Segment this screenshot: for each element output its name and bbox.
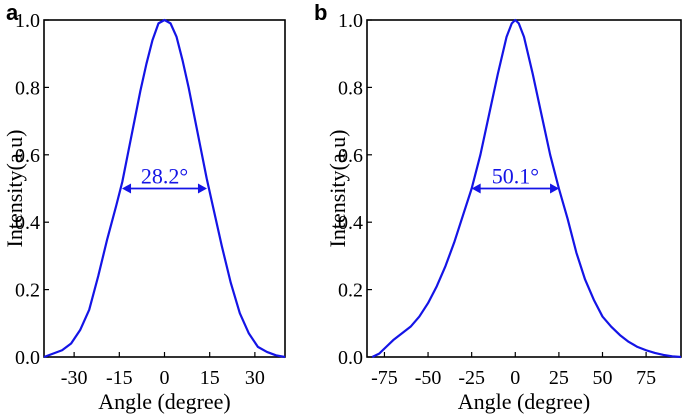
series-line bbox=[43, 18, 286, 359]
x-axis-title: Angle (degree) bbox=[98, 389, 231, 414]
plot-frame bbox=[366, 19, 682, 358]
x-tick-label: 75 bbox=[636, 367, 656, 389]
x-tick-label: 30 bbox=[245, 367, 265, 389]
x-tick-label: -15 bbox=[106, 367, 133, 389]
fwhm-arrow-right bbox=[197, 183, 207, 194]
fwhm-label: 28.2° bbox=[141, 164, 188, 189]
y-tick-label: 1.0 bbox=[338, 10, 363, 32]
fwhm-label: 50.1° bbox=[492, 164, 539, 189]
y-tick-label: 0.0 bbox=[338, 347, 363, 369]
series-line bbox=[371, 18, 682, 359]
y-axis-title: Intensity(a.u) bbox=[2, 130, 27, 248]
y-tick-label: 0.0 bbox=[15, 347, 40, 369]
chart-panel-a: a 0.0 0.2 0.4 0.6 0.8 1.0 -30 -15 0 15 30 Angle (deg… bbox=[2, 0, 286, 414]
panel-label: a bbox=[6, 0, 19, 25]
fwhm-arrow-left bbox=[122, 183, 132, 194]
x-tick-label: -30 bbox=[61, 367, 88, 389]
y-tick-label: 0.8 bbox=[15, 77, 40, 99]
fwhm-arrow-right bbox=[550, 183, 560, 194]
x-tick-label: 0 bbox=[160, 367, 170, 389]
y-tick-label: 0.2 bbox=[338, 280, 363, 302]
x-tick-label: 0 bbox=[510, 367, 520, 389]
chart-panel-b: b 0.0 0.2 0.4 0.6 0.8 1.0 -75 -50 -25 0 25 50 75 Angle… bbox=[314, 0, 682, 414]
y-tick-label: 0.4 bbox=[15, 212, 40, 234]
y-tick-label: 0.6 bbox=[338, 145, 363, 167]
x-tick-label: 50 bbox=[593, 367, 613, 389]
y-tick-label: 0.2 bbox=[15, 280, 40, 302]
x-tick-label: -75 bbox=[371, 367, 398, 389]
y-tick-label: 0.8 bbox=[338, 77, 363, 99]
x-tick-label: 15 bbox=[200, 367, 220, 389]
y-tick-label: 0.4 bbox=[338, 212, 363, 234]
x-tick-label: -25 bbox=[458, 367, 485, 389]
x-tick-label: 25 bbox=[549, 367, 569, 389]
y-tick-label: 1.0 bbox=[15, 10, 40, 32]
y-tick-label: 0.6 bbox=[15, 145, 40, 167]
x-axis-title: Angle (degree) bbox=[458, 389, 591, 414]
x-tick-label: -50 bbox=[415, 367, 442, 389]
panel-label: b bbox=[314, 0, 327, 25]
y-axis-title: Intensity(a.u) bbox=[325, 130, 350, 248]
fwhm-arrow-left bbox=[471, 183, 481, 194]
